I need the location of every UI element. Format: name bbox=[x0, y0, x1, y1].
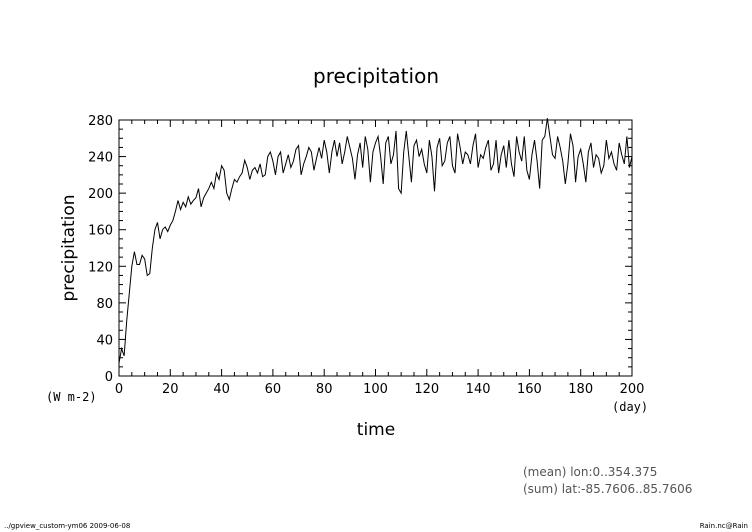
x-tick-label: 60 bbox=[265, 382, 282, 397]
x-axis-label: time bbox=[357, 420, 395, 440]
footer-left-credit: ../gpview_custom-ym06 2009-06-08 bbox=[4, 522, 130, 530]
y-tick-label: 120 bbox=[88, 260, 113, 275]
plot-frame bbox=[118, 119, 633, 377]
footer-right-credit: Rain.nc@Rain bbox=[700, 522, 748, 530]
y-tick-label: 160 bbox=[88, 224, 113, 239]
x-tick-label: 20 bbox=[162, 382, 179, 397]
axis-tick-labels: 0 20 40 60 80 100 120 140 160 180 200 0 40 80 120 160 20… bbox=[88, 114, 644, 397]
x-tick-label: 200 bbox=[620, 382, 645, 397]
y-tick-label: 80 bbox=[96, 297, 113, 312]
x-tick-label: 120 bbox=[414, 382, 439, 397]
y-tick-label: 240 bbox=[88, 151, 113, 166]
chart-title: precipitation bbox=[313, 64, 439, 88]
x-tick-label: 160 bbox=[517, 382, 542, 397]
x-tick-label: 180 bbox=[568, 382, 593, 397]
x-tick-label: 0 bbox=[115, 382, 123, 397]
mean-note: (mean) lon:0..354.375 bbox=[523, 465, 657, 479]
y-axis-label: precipitation bbox=[59, 194, 79, 301]
sum-note: (sum) lat:-85.7606..85.7606 bbox=[523, 482, 692, 496]
y-tick-label: 280 bbox=[88, 114, 113, 129]
y-tick-label: 200 bbox=[88, 187, 113, 202]
x-tick-label: 140 bbox=[466, 382, 491, 397]
x-tick-label: 100 bbox=[363, 382, 388, 397]
series-line bbox=[118, 118, 633, 364]
x-unit-label: (day) bbox=[612, 400, 648, 414]
y-unit-label: (W m-2) bbox=[46, 390, 97, 404]
y-tick-label: 0 bbox=[105, 370, 113, 385]
y-tick-label: 40 bbox=[96, 333, 113, 348]
x-tick-label: 40 bbox=[213, 382, 230, 397]
x-tick-label: 80 bbox=[316, 382, 333, 397]
